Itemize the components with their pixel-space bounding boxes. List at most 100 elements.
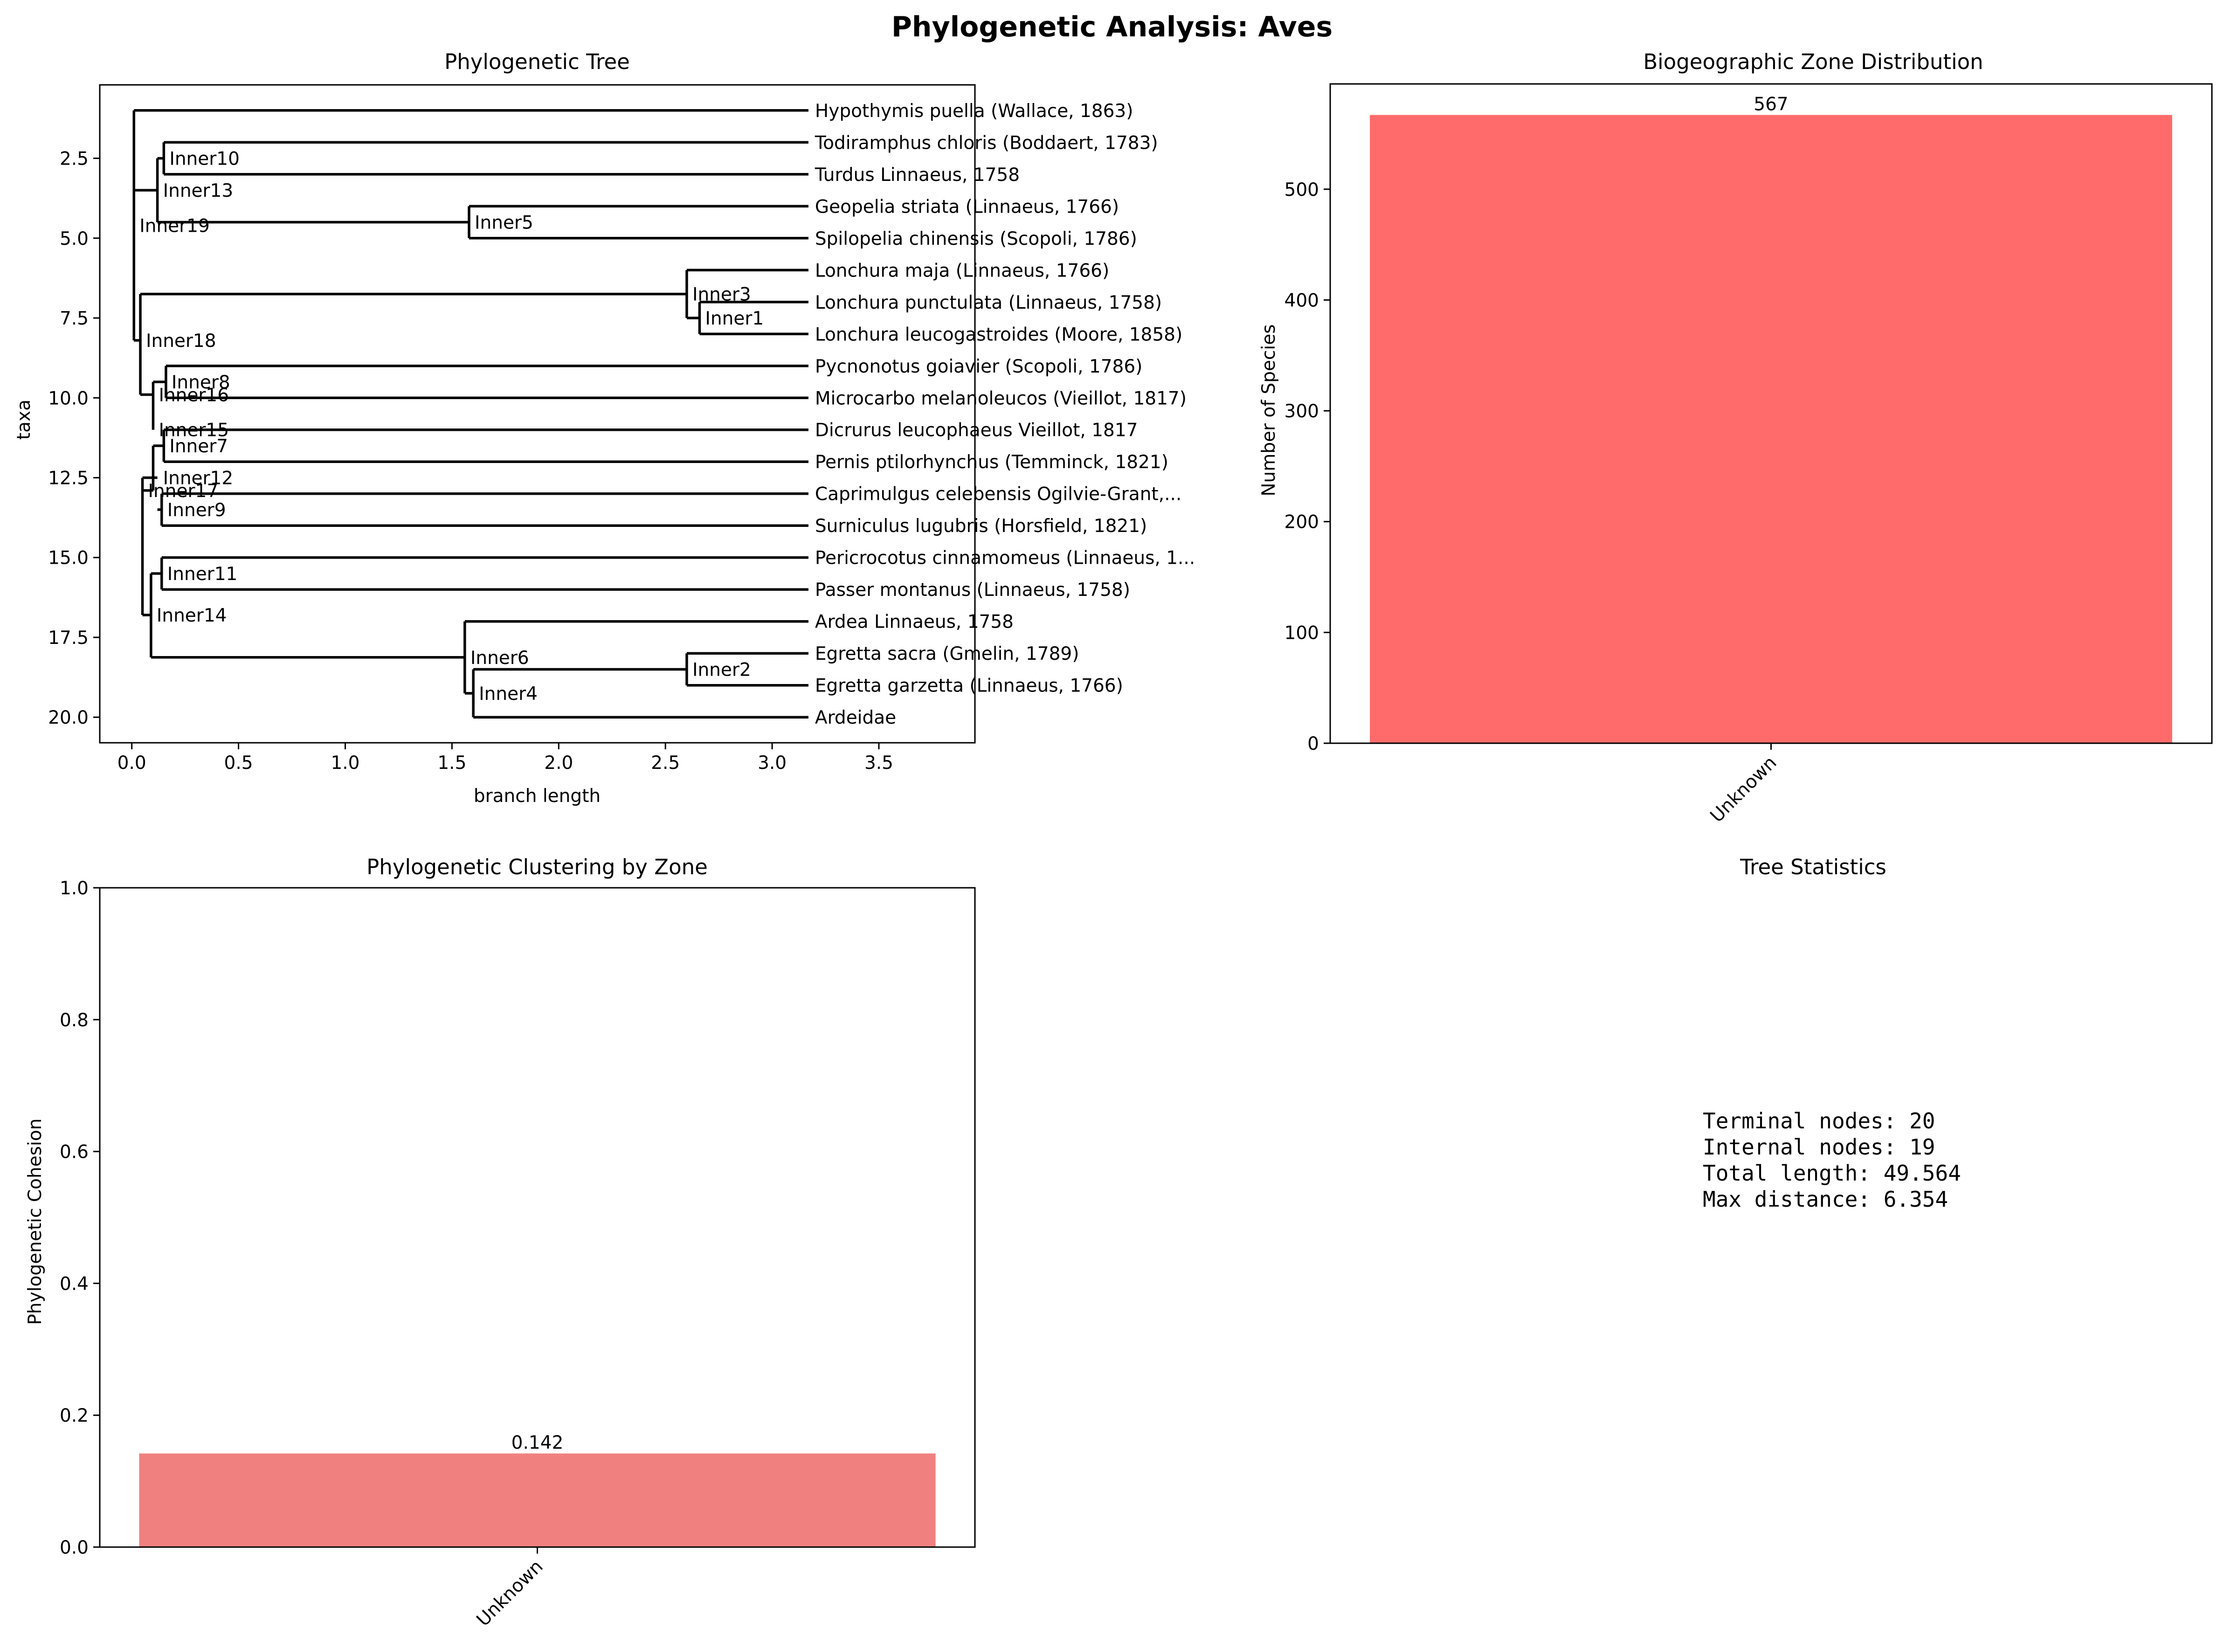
tree-y-tick-label: 12.5	[48, 468, 89, 489]
tree-y-tick-label: 15.0	[48, 548, 89, 569]
cohesion-bar	[139, 1453, 936, 1547]
tree-leaf-labels: Hypothymis puella (Wallace, 1863) Todiram…	[815, 101, 1195, 728]
tree-internal-node-label: Inner10	[169, 149, 240, 170]
tree-internal-node-label: Inner1	[705, 308, 764, 329]
tree-internal-node-label: Inner7	[169, 436, 228, 457]
tree-leaf-label: Surniculus lugubris (Horsfield, 1821)	[815, 516, 1147, 537]
tree-y-tick-label: 17.5	[48, 628, 89, 649]
tree-x-ticks: 0.0 0.5 1.0 1.5 2.0 2.5 3.0 3.5	[117, 743, 893, 774]
tree-internal-node-label: Inner19	[139, 215, 210, 236]
stats-line: Internal nodes: 19	[1703, 1134, 1935, 1160]
tree-leaf-label: Spilopelia chinensis (Scopoli, 1786)	[815, 228, 1137, 249]
zone-bar-value-label: 567	[1754, 94, 1788, 115]
tree-leaf-label: Turdus Linnaeus, 1758	[815, 165, 1020, 186]
tree-x-tick-label: 2.5	[651, 753, 680, 774]
tree-leaf-label: Microcarbo melanoleucos (Vieillot, 1817)	[815, 388, 1187, 409]
tree-internal-labels: Inner1 Inner2 Inner3 Inner4 Inner5 Inner6 Inne…	[139, 149, 764, 705]
tree-leaf-label: Egretta garzetta (Linnaeus, 1766)	[815, 676, 1123, 697]
zone-y-tick-label: 100	[1285, 622, 1319, 643]
tree-leaf-label: Egretta sacra (Gmelin, 1789)	[815, 643, 1079, 664]
tree-y-tick-label: 7.5	[60, 308, 89, 329]
zone-y-tick-label: 300	[1285, 401, 1319, 422]
figure-title: Phylogenetic Analysis: Aves	[891, 11, 1333, 43]
tree-internal-node-label: Inner17	[148, 481, 219, 502]
tree-leaf-label: Lonchura punctulata (Linnaeus, 1758)	[815, 292, 1162, 313]
tree-x-tick-label: 2.0	[544, 753, 573, 774]
tree-internal-node-label: Inner9	[167, 500, 226, 521]
cohesion-bar-value-label: 0.142	[511, 1432, 564, 1453]
cohesion-y-tick-label: 0.6	[60, 1142, 89, 1163]
tree-internal-node-label: Inner6	[470, 648, 529, 669]
tree-statistics-panel: Tree Statistics Terminal nodes: 20Intern…	[1703, 855, 1961, 1212]
tree-leaf-label: Pycnonotus goiavier (Scopoli, 1786)	[815, 356, 1142, 377]
tree-internal-node-label: Inner8	[172, 372, 230, 393]
tree-x-tick-label: 3.5	[864, 753, 893, 774]
cohesion-ylabel: Phylogenetic Cohesion	[25, 1119, 46, 1325]
tree-internal-node-label: Inner13	[163, 180, 234, 201]
tree-internal-node-label: Inner16	[159, 385, 229, 406]
zone-y-tick-label: 400	[1285, 290, 1319, 311]
tree-title: Phylogenetic Tree	[444, 49, 630, 74]
tree-edges	[132, 109, 808, 719]
tree-x-tick-label: 0.0	[117, 753, 146, 774]
zone-distribution-panel: Biogeographic Zone Distribution Number o…	[1258, 49, 2213, 827]
zone-y-tick-label: 0	[1307, 733, 1319, 754]
phylogenetic-tree-panel: Phylogenetic Tree branch length taxa 0.0…	[14, 49, 1195, 807]
stats-line: Terminal nodes: 20	[1703, 1108, 1935, 1134]
tree-leaf-label: Pernis ptilorhynchus (Temminck, 1821)	[815, 452, 1168, 473]
tree-x-tick-label: 1.0	[331, 753, 359, 774]
stats-title: Tree Statistics	[1740, 855, 1886, 879]
tree-leaf-label: Lonchura leucogastroides (Moore, 1858)	[815, 324, 1182, 345]
tree-leaf-label: Ardea Linnaeus, 1758	[815, 612, 1014, 633]
tree-internal-node-label: Inner2	[692, 659, 751, 680]
tree-internal-node-label: Inner18	[146, 331, 216, 352]
stats-line: Max distance: 6.354	[1703, 1187, 1948, 1212]
stats-line: Total length: 49.564	[1703, 1161, 1961, 1186]
tree-leaf-label: Dicrurus leucophaeus Vieillot, 1817	[815, 420, 1138, 441]
cohesion-y-tick-label: 0.8	[60, 1010, 89, 1031]
zone-y-tick-label: 500	[1285, 180, 1319, 200]
tree-y-tick-label: 5.0	[60, 228, 89, 249]
tree-y-tick-label: 2.5	[60, 149, 89, 170]
cohesion-axes-frame	[99, 887, 976, 1548]
zone-title: Biogeographic Zone Distribution	[1643, 49, 1983, 74]
cohesion-y-tick-label: 0.4	[60, 1273, 89, 1294]
cohesion-panel: Phylogenetic Clustering by Zone Phylogen…	[25, 855, 976, 1631]
tree-axes-frame	[99, 84, 976, 744]
cohesion-title: Phylogenetic Clustering by Zone	[366, 855, 708, 879]
tree-x-tick-label: 1.5	[437, 753, 466, 774]
tree-xlabel: branch length	[474, 786, 601, 807]
tree-leaf-label: Caprimulgus celebensis Ogilvie-Grant,...	[815, 484, 1181, 505]
zone-bar	[1370, 115, 2172, 744]
tree-leaf-label: Ardeidae	[815, 707, 896, 728]
tree-leaf-label: Lonchura maja (Linnaeus, 1766)	[815, 260, 1109, 281]
tree-internal-node-label: Inner11	[167, 564, 238, 585]
cohesion-y-tick-label: 0.0	[60, 1537, 89, 1558]
tree-internal-node-label: Inner15	[159, 420, 229, 441]
tree-x-tick-label: 0.5	[224, 753, 253, 774]
tree-x-tick-label: 3.0	[758, 753, 787, 774]
cohesion-y-tick-label: 0.2	[60, 1405, 89, 1426]
zone-axes-frame	[1329, 83, 2213, 744]
tree-leaf-label: Todiramphus chloris (Boddaert, 1783)	[815, 132, 1158, 153]
tree-leaf-label: Pericrocotus cinnamomeus (Linnaeus, 1...	[815, 548, 1195, 569]
tree-internal-node-label: Inner14	[157, 605, 227, 626]
zone-ylabel: Number of Species	[1258, 324, 1279, 496]
zone-y-tick-label: 200	[1285, 512, 1319, 533]
tree-internal-node-label: Inner3	[692, 284, 751, 305]
tree-internal-node-label: Inner5	[475, 213, 533, 234]
tree-leaf-label: Hypothymis puella (Wallace, 1863)	[815, 101, 1133, 122]
tree-y-tick-label: 10.0	[48, 388, 89, 409]
tree-ylabel: taxa	[14, 400, 35, 440]
tree-internal-node-label: Inner12	[163, 468, 234, 489]
cohesion-y-tick-label: 1.0	[60, 878, 89, 899]
tree-y-tick-label: 20.0	[48, 707, 89, 728]
tree-internal-node-label: Inner4	[479, 684, 538, 705]
tree-y-ticks: 2.5 5.0 7.5 10.0 12.5 15.0 17.5 20.0	[48, 149, 100, 728]
tree-leaf-label: Geopelia striata (Linnaeus, 1766)	[815, 196, 1119, 217]
tree-leaf-label: Passer montanus (Linnaeus, 1758)	[815, 580, 1130, 601]
